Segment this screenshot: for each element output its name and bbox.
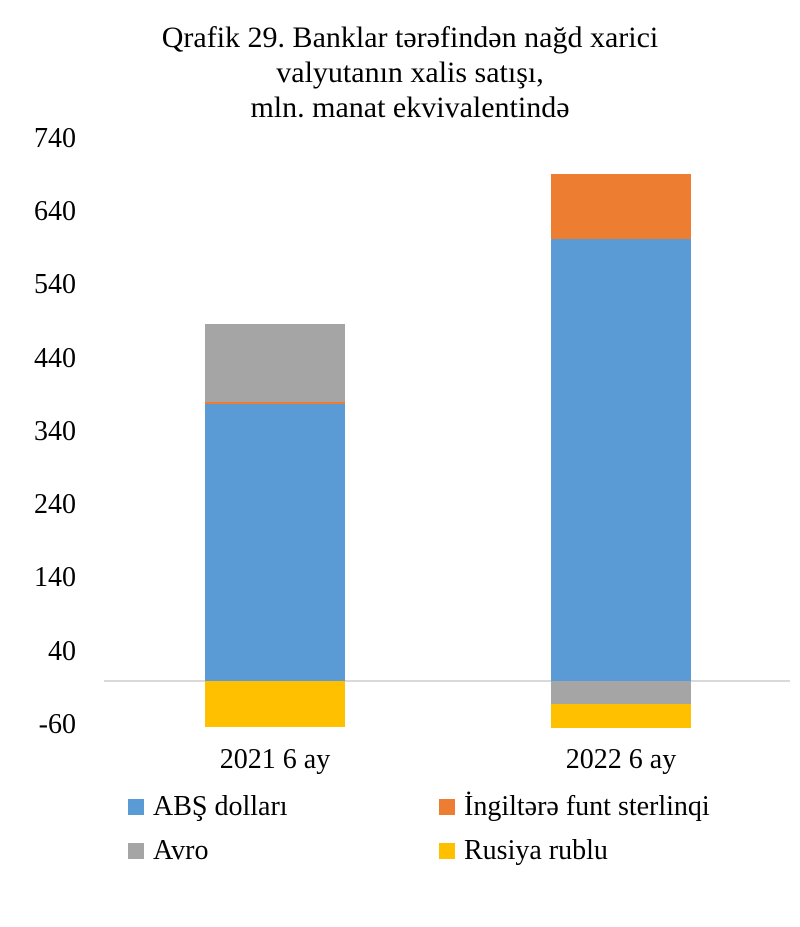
zero-gridline (104, 679, 790, 682)
legend-item: ABŞ dolları (128, 792, 288, 822)
legend-swatch (439, 843, 455, 859)
y-tick-label: 340 (34, 415, 76, 447)
legend-swatch (439, 799, 455, 815)
x-category-label: 2021 6 ay (219, 744, 331, 775)
bar-segment (205, 324, 345, 402)
y-tick-label: 40 (48, 635, 76, 667)
legend-item: İngiltərə funt sterlinqi (439, 792, 710, 822)
y-tick-label: 440 (34, 342, 76, 374)
bar-segment (551, 703, 691, 728)
x-category-label: 2022 6 ay (565, 744, 677, 775)
legend-label: Avro (153, 835, 209, 866)
bar-segment (205, 680, 345, 727)
chart-title: Qrafik 29. Banklar tərəfindən nağd xaric… (161, 21, 659, 124)
y-tick-label: -60 (38, 708, 76, 740)
bar-group (205, 0, 345, 927)
y-tick-label: 140 (34, 562, 76, 594)
bar-group (551, 0, 691, 927)
legend-swatch (128, 799, 144, 815)
legend-item: Avro (128, 836, 208, 866)
bar-segment (551, 680, 691, 704)
legend-item: Rusiya rublu (439, 836, 608, 866)
legend-label: Rusiya rublu (464, 835, 608, 866)
y-tick-label: 240 (34, 489, 76, 520)
legend-label: ABŞ dolları (153, 791, 288, 822)
y-tick-label: 540 (34, 269, 76, 301)
y-tick-label: 640 (34, 196, 76, 227)
bar-segment (551, 239, 691, 681)
legend-label: İngiltərə funt sterlinqi (464, 791, 710, 822)
y-tick-label: 740 (34, 122, 76, 154)
legend-swatch (128, 843, 144, 859)
bar-segment (205, 401, 345, 404)
bar-segment (551, 173, 691, 240)
bar-segment (205, 403, 345, 681)
